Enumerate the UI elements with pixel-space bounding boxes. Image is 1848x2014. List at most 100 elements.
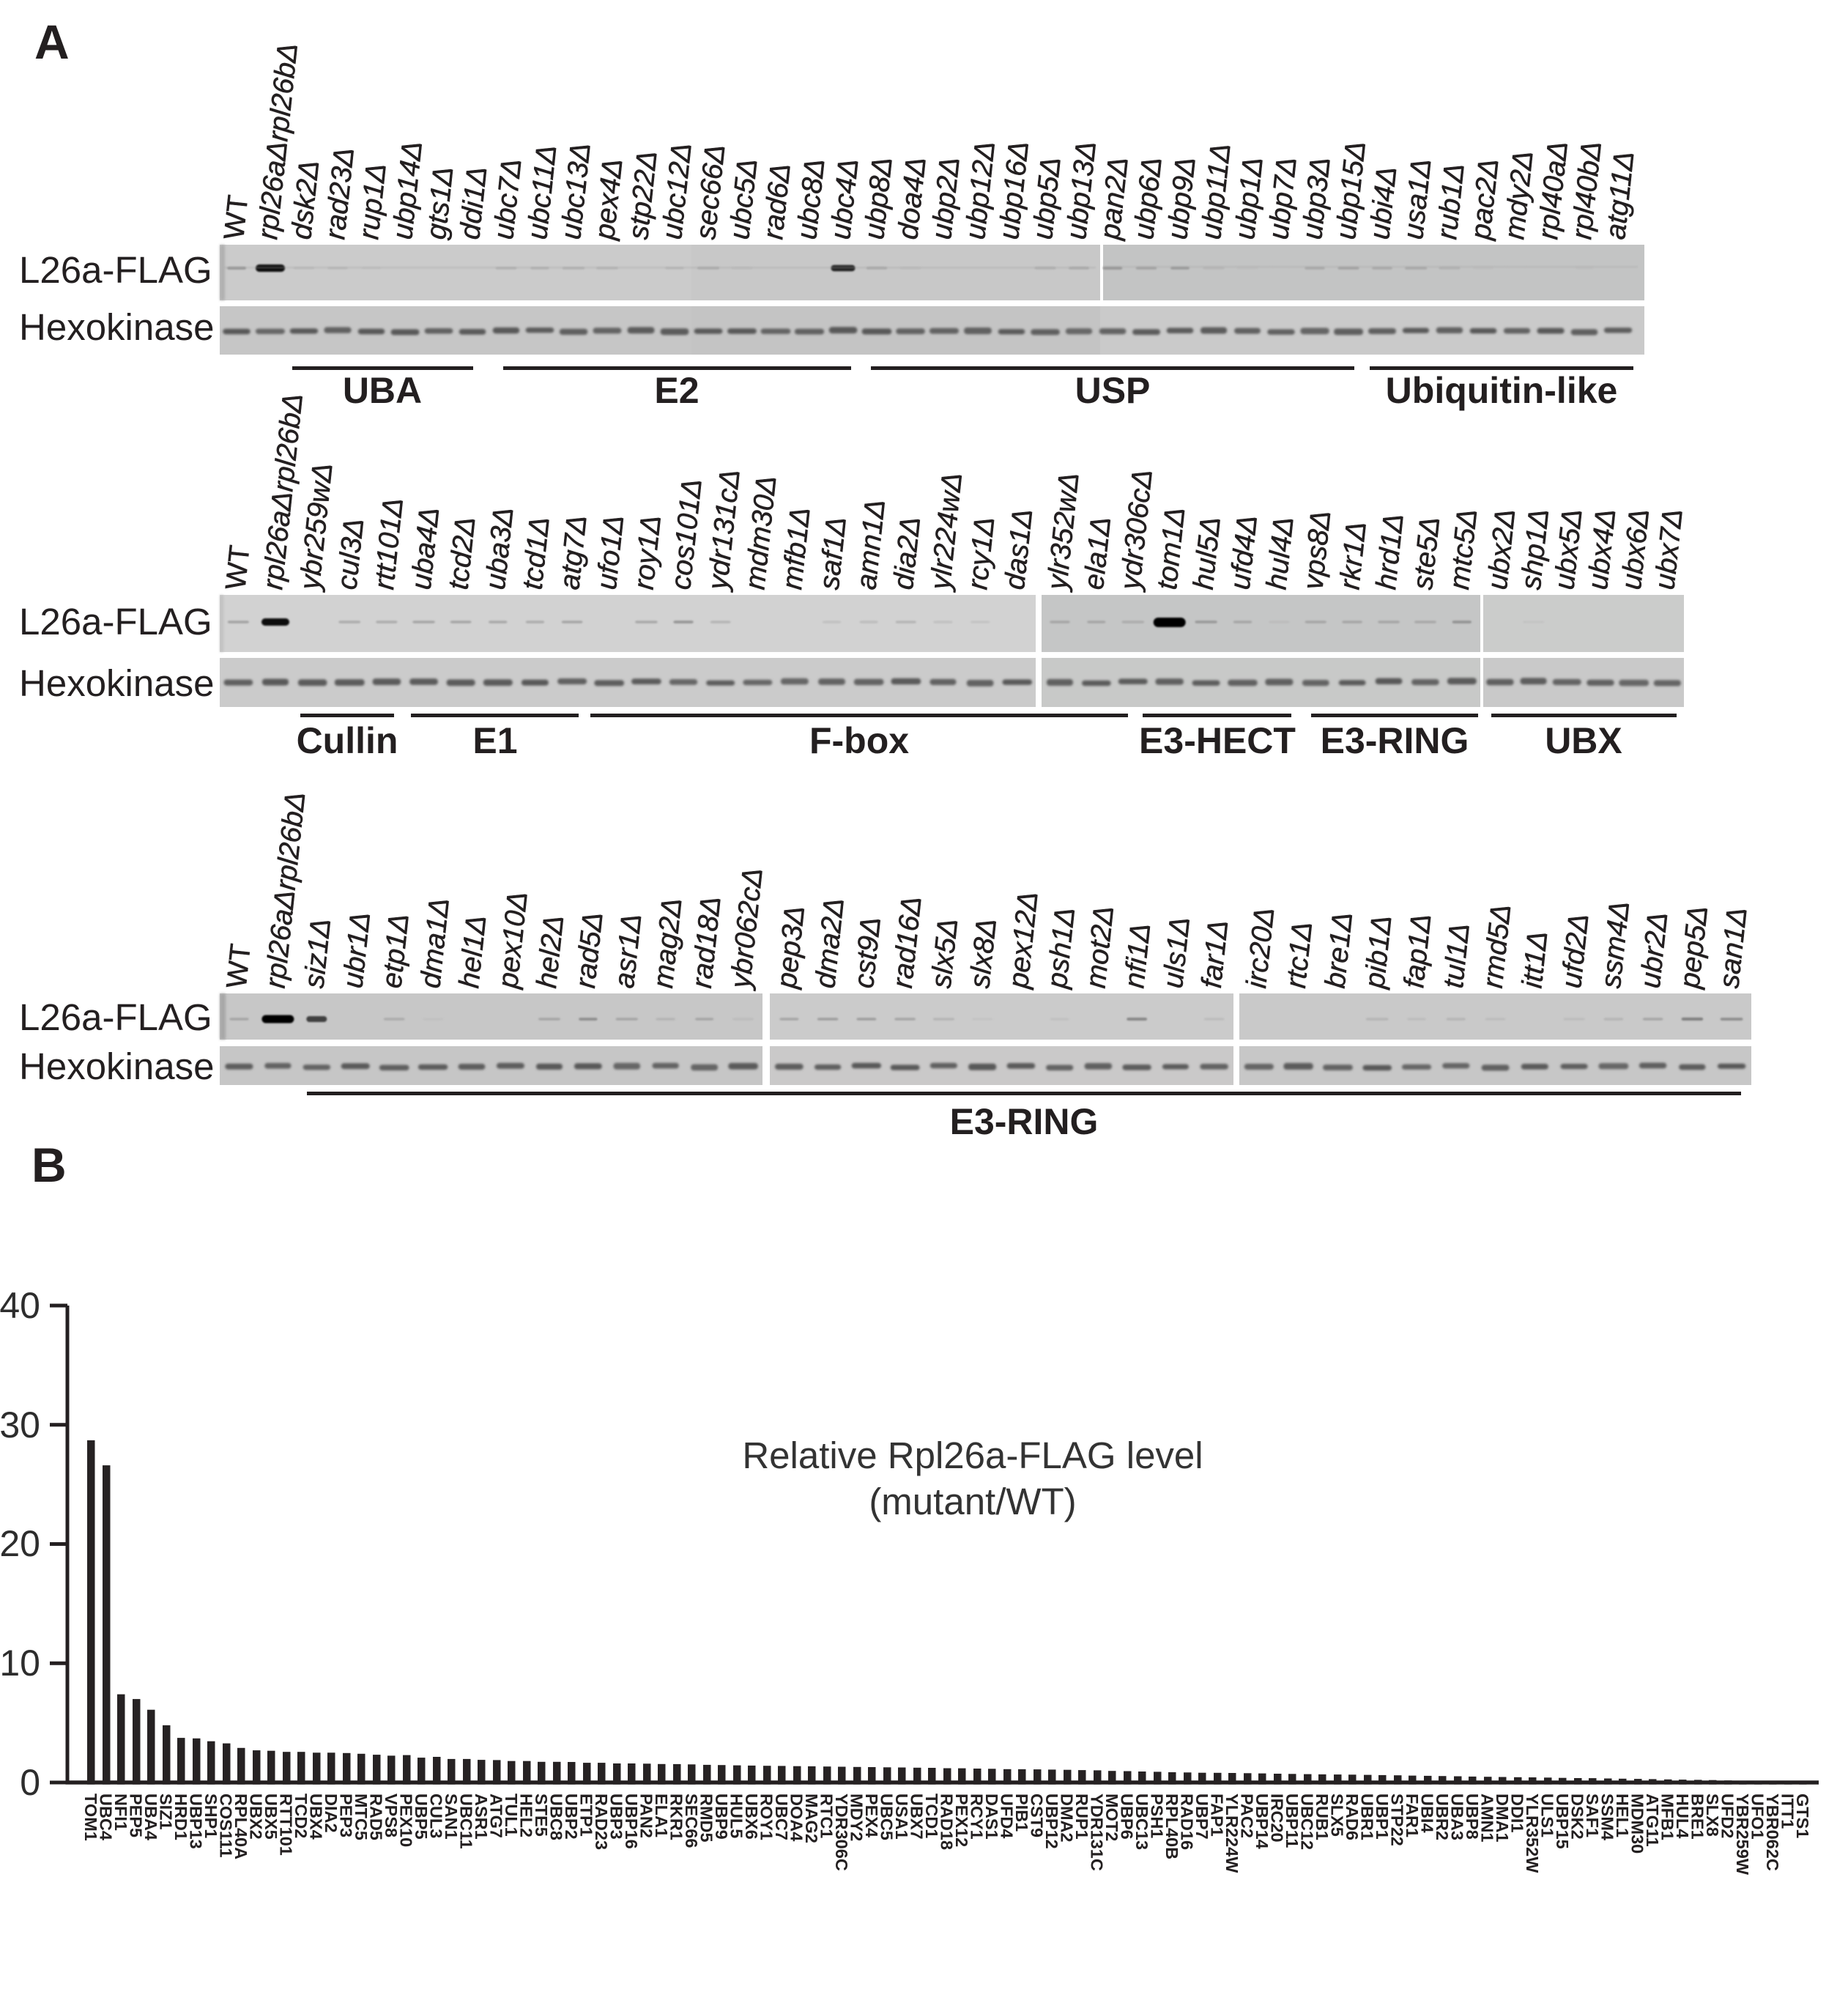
svg-text:YDR306C: YDR306C bbox=[832, 1793, 851, 1871]
svg-text:DMA2: DMA2 bbox=[1058, 1793, 1077, 1843]
svg-text:cul3Δ: cul3Δ bbox=[331, 517, 370, 591]
svg-text:UFD4: UFD4 bbox=[998, 1793, 1017, 1838]
svg-text:(mutant/WT): (mutant/WT) bbox=[869, 1481, 1076, 1522]
svg-text:E2: E2 bbox=[654, 370, 699, 411]
svg-text:DIA2: DIA2 bbox=[322, 1793, 341, 1833]
svg-text:USP: USP bbox=[1075, 370, 1151, 411]
svg-text:UBI4: UBI4 bbox=[1418, 1793, 1437, 1833]
svg-text:ste5Δ: ste5Δ bbox=[1407, 515, 1446, 591]
svg-text:IRC20: IRC20 bbox=[1268, 1793, 1287, 1843]
svg-text:UBX4: UBX4 bbox=[307, 1793, 326, 1840]
svg-text:UBC5: UBC5 bbox=[877, 1793, 897, 1840]
svg-text:RAD6: RAD6 bbox=[1343, 1793, 1362, 1840]
svg-text:PEP3: PEP3 bbox=[337, 1793, 356, 1837]
svg-text:WT: WT bbox=[218, 193, 254, 241]
svg-text:20: 20 bbox=[0, 1523, 40, 1564]
svg-text:L26a-FLAG: L26a-FLAG bbox=[19, 601, 212, 643]
svg-text:slx8Δ: slx8Δ bbox=[964, 917, 1003, 990]
svg-text:DSK2: DSK2 bbox=[1568, 1793, 1587, 1840]
svg-text:GTS1: GTS1 bbox=[1793, 1793, 1812, 1838]
svg-text:UBP1: UBP1 bbox=[1373, 1793, 1392, 1840]
svg-text:RPL40A: RPL40A bbox=[231, 1793, 251, 1859]
svg-text:SAN1: SAN1 bbox=[442, 1793, 461, 1840]
svg-text:PAC2: PAC2 bbox=[1238, 1793, 1257, 1838]
svg-text:0: 0 bbox=[20, 1762, 40, 1803]
svg-text:SSM4: SSM4 bbox=[1598, 1793, 1617, 1840]
svg-text:B: B bbox=[31, 1138, 67, 1192]
svg-text:ROY1: ROY1 bbox=[757, 1793, 776, 1840]
svg-text:SAF1: SAF1 bbox=[1583, 1793, 1602, 1837]
svg-text:dia2Δ: dia2Δ bbox=[888, 515, 927, 591]
svg-text:RAD16: RAD16 bbox=[1178, 1793, 1197, 1850]
svg-text:YBR259W: YBR259W bbox=[1733, 1793, 1752, 1876]
svg-text:RUP1: RUP1 bbox=[1072, 1793, 1091, 1840]
svg-text:UBP13: UBP13 bbox=[187, 1793, 206, 1849]
svg-text:L26a-FLAG: L26a-FLAG bbox=[19, 249, 212, 291]
svg-text:siz1Δ: siz1Δ bbox=[298, 917, 337, 990]
svg-text:WT: WT bbox=[220, 544, 256, 591]
svg-text:Hexokinase: Hexokinase bbox=[19, 1045, 214, 1087]
svg-text:UBP9: UBP9 bbox=[712, 1793, 731, 1840]
svg-text:E3-HECT: E3-HECT bbox=[1139, 720, 1296, 761]
svg-text:ubx6Δ: ubx6Δ bbox=[1616, 507, 1655, 591]
svg-text:UBR1: UBR1 bbox=[1358, 1793, 1377, 1840]
svg-text:MDY2: MDY2 bbox=[847, 1793, 867, 1841]
svg-text:MOT2: MOT2 bbox=[1102, 1793, 1121, 1841]
svg-text:ATG11: ATG11 bbox=[1643, 1793, 1662, 1847]
svg-text:COS111: COS111 bbox=[217, 1793, 236, 1858]
svg-text:rkr1Δ: rkr1Δ bbox=[1334, 520, 1373, 591]
svg-text:MDM30: MDM30 bbox=[1628, 1793, 1647, 1854]
svg-text:PSH1: PSH1 bbox=[1148, 1793, 1167, 1838]
svg-text:Ubiquitin-like: Ubiquitin-like bbox=[1386, 370, 1618, 411]
svg-text:RCY1: RCY1 bbox=[968, 1793, 987, 1840]
svg-text:UBP3: UBP3 bbox=[607, 1793, 626, 1840]
svg-text:FAR1: FAR1 bbox=[1403, 1793, 1422, 1837]
svg-text:atg7Δ: atg7Δ bbox=[554, 514, 593, 591]
svg-text:ITT1: ITT1 bbox=[1778, 1793, 1797, 1829]
svg-text:VPS8: VPS8 bbox=[382, 1793, 401, 1837]
svg-text:ubi4Δ: ubi4Δ bbox=[1364, 165, 1403, 241]
svg-text:30: 30 bbox=[0, 1404, 40, 1445]
svg-text:YLR352W: YLR352W bbox=[1523, 1793, 1542, 1873]
svg-text:PEX4: PEX4 bbox=[862, 1793, 881, 1837]
svg-text:TCD1: TCD1 bbox=[922, 1793, 941, 1838]
svg-text:PEX12: PEX12 bbox=[952, 1793, 971, 1847]
svg-text:rad5Δ: rad5Δ bbox=[570, 911, 609, 990]
svg-text:itt1Δ: itt1Δ bbox=[1516, 930, 1554, 990]
svg-text:ela1Δ: ela1Δ bbox=[1078, 515, 1117, 591]
svg-text:YLR224W: YLR224W bbox=[1222, 1793, 1242, 1873]
svg-text:UBC11: UBC11 bbox=[457, 1793, 476, 1849]
svg-text:RTT101: RTT101 bbox=[277, 1793, 296, 1856]
svg-text:E3-RING: E3-RING bbox=[1321, 720, 1469, 761]
svg-text:CST9: CST9 bbox=[1028, 1793, 1047, 1837]
svg-text:ufd4Δ: ufd4Δ bbox=[1225, 514, 1263, 591]
svg-text:PAN2: PAN2 bbox=[637, 1793, 656, 1838]
svg-text:HRD1: HRD1 bbox=[171, 1793, 190, 1840]
svg-text:hel1Δ: hel1Δ bbox=[453, 914, 492, 990]
svg-text:UBA: UBA bbox=[343, 370, 422, 411]
svg-text:MFB1: MFB1 bbox=[1658, 1793, 1677, 1840]
svg-text:DMA1: DMA1 bbox=[1493, 1793, 1512, 1843]
svg-text:USA1: USA1 bbox=[892, 1793, 911, 1840]
svg-text:UBA3: UBA3 bbox=[1448, 1793, 1467, 1840]
svg-text:gts1Δ: gts1Δ bbox=[420, 165, 459, 241]
svg-text:UBP8: UBP8 bbox=[1463, 1793, 1482, 1840]
svg-text:SEC66: SEC66 bbox=[682, 1793, 701, 1848]
svg-text:HUL4: HUL4 bbox=[1673, 1793, 1692, 1838]
svg-text:uls1Δ: uls1Δ bbox=[1157, 915, 1196, 990]
svg-text:UBX6: UBX6 bbox=[742, 1793, 761, 1840]
svg-text:L26a-FLAG: L26a-FLAG bbox=[19, 996, 212, 1038]
svg-text:UBC8: UBC8 bbox=[547, 1793, 566, 1840]
svg-text:UBP11: UBP11 bbox=[1283, 1793, 1302, 1848]
svg-text:ddi1Δ: ddi1Δ bbox=[454, 165, 493, 241]
svg-text:F-box: F-box bbox=[809, 720, 909, 761]
svg-text:HEL1: HEL1 bbox=[1613, 1793, 1632, 1837]
svg-text:PIB1: PIB1 bbox=[1012, 1793, 1031, 1832]
svg-text:UBP15: UBP15 bbox=[1553, 1793, 1572, 1849]
svg-text:UBP6: UBP6 bbox=[1118, 1793, 1137, 1840]
svg-text:ubx7Δ: ubx7Δ bbox=[1649, 507, 1688, 591]
svg-text:saf1Δ: saf1Δ bbox=[814, 515, 853, 591]
svg-text:ELA1: ELA1 bbox=[652, 1793, 671, 1837]
svg-text:DDI1: DDI1 bbox=[1508, 1793, 1527, 1833]
svg-text:far1Δ: far1Δ bbox=[1196, 919, 1235, 990]
